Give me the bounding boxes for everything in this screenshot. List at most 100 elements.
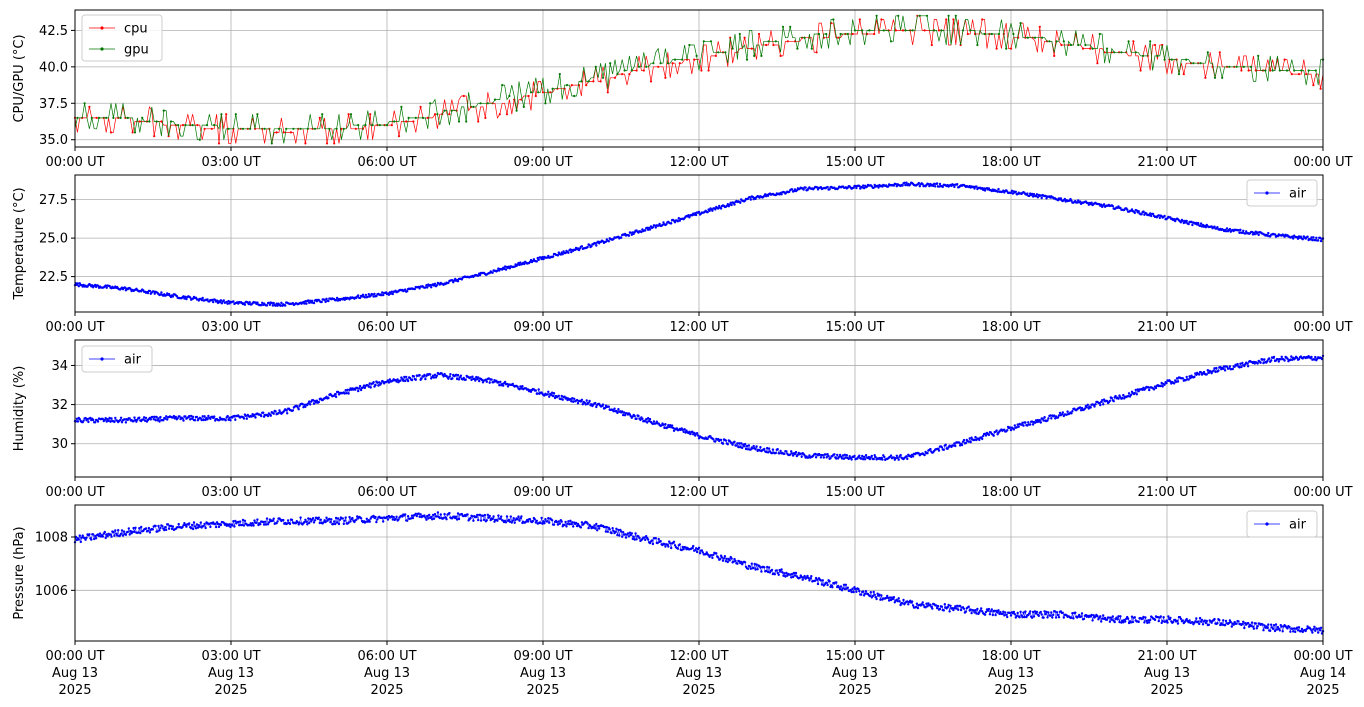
data-point bbox=[860, 457, 863, 460]
data-point bbox=[276, 304, 279, 307]
data-point bbox=[1317, 239, 1320, 242]
x-tick-label: 15:00 UT bbox=[825, 649, 884, 664]
data-point bbox=[905, 181, 908, 184]
data-point bbox=[833, 453, 836, 456]
data-point bbox=[1154, 386, 1158, 390]
data-point bbox=[1241, 622, 1244, 626]
data-point bbox=[1120, 621, 1123, 624]
data-point bbox=[819, 456, 823, 459]
data-point bbox=[1255, 627, 1259, 630]
data-point bbox=[551, 87, 554, 90]
data-point bbox=[542, 257, 545, 261]
data-point bbox=[1266, 626, 1269, 630]
data-point bbox=[253, 413, 256, 416]
data-point bbox=[827, 455, 830, 458]
data-point bbox=[557, 520, 560, 523]
x-tick-label: 18:00 UT bbox=[981, 155, 1040, 170]
legend-entry-cpu: cpu bbox=[89, 22, 148, 37]
data-point bbox=[1028, 194, 1031, 198]
data-point bbox=[359, 388, 363, 392]
x-tick-year: 2025 bbox=[1306, 683, 1339, 698]
data-point bbox=[652, 62, 655, 65]
data-point bbox=[403, 375, 406, 379]
data-point bbox=[121, 534, 125, 537]
data-point bbox=[749, 198, 752, 201]
data-point bbox=[1313, 358, 1316, 361]
data-point bbox=[372, 514, 375, 518]
data-point bbox=[1195, 617, 1198, 620]
data-point bbox=[533, 518, 536, 521]
data-point bbox=[790, 452, 794, 455]
data-point bbox=[1113, 620, 1116, 624]
data-point bbox=[617, 408, 620, 411]
data-point bbox=[288, 522, 292, 526]
data-point bbox=[549, 91, 552, 94]
data-point bbox=[1124, 620, 1127, 623]
data-point bbox=[789, 453, 792, 456]
data-point bbox=[162, 109, 165, 112]
data-point bbox=[745, 444, 749, 448]
data-point bbox=[1084, 43, 1087, 47]
data-point bbox=[220, 302, 224, 305]
data-point bbox=[419, 513, 422, 516]
data-point bbox=[567, 251, 570, 254]
legend-label: air bbox=[1289, 518, 1307, 533]
data-point bbox=[557, 394, 560, 397]
data-point bbox=[622, 411, 626, 414]
data-point bbox=[455, 518, 459, 521]
data-point bbox=[304, 300, 307, 303]
data-point bbox=[227, 418, 230, 421]
data-point bbox=[1051, 616, 1054, 619]
data-point bbox=[810, 47, 813, 50]
data-point bbox=[803, 36, 806, 39]
data-point bbox=[1009, 614, 1013, 617]
data-point bbox=[1091, 47, 1094, 50]
data-point bbox=[569, 398, 572, 401]
data-point bbox=[266, 523, 270, 526]
data-point bbox=[205, 124, 209, 127]
data-point bbox=[953, 607, 956, 610]
data-point bbox=[832, 18, 835, 21]
data-point bbox=[631, 537, 634, 541]
data-point bbox=[447, 281, 450, 285]
data-point bbox=[555, 520, 559, 524]
data-point bbox=[586, 522, 589, 525]
data-point bbox=[847, 457, 850, 461]
data-point bbox=[644, 538, 647, 542]
data-point bbox=[752, 566, 755, 570]
data-point bbox=[946, 605, 949, 609]
data-point bbox=[348, 515, 351, 519]
data-point bbox=[731, 443, 734, 446]
data-point bbox=[1031, 423, 1035, 426]
data-point bbox=[1046, 419, 1049, 422]
data-point bbox=[1231, 367, 1235, 371]
data-point bbox=[516, 385, 519, 388]
data-point bbox=[853, 29, 857, 32]
data-point bbox=[216, 522, 220, 526]
data-point bbox=[710, 554, 713, 557]
data-point bbox=[981, 18, 984, 21]
data-point bbox=[1070, 199, 1073, 202]
data-point bbox=[164, 526, 167, 529]
data-point bbox=[570, 84, 573, 87]
data-point bbox=[1049, 414, 1052, 417]
x-tick-year: 2025 bbox=[370, 683, 403, 698]
data-point bbox=[1015, 426, 1018, 429]
data-point bbox=[736, 562, 739, 565]
data-point bbox=[842, 457, 846, 460]
data-point bbox=[938, 607, 942, 611]
data-point bbox=[926, 452, 929, 455]
data-point bbox=[930, 605, 933, 608]
data-point bbox=[1254, 230, 1258, 233]
data-point bbox=[802, 188, 805, 191]
data-point bbox=[666, 543, 669, 546]
data-point bbox=[929, 603, 932, 606]
data-point bbox=[129, 529, 132, 533]
data-point bbox=[763, 447, 766, 451]
data-point bbox=[987, 607, 991, 611]
data-point bbox=[1219, 365, 1222, 369]
data-point bbox=[1314, 355, 1317, 359]
data-point bbox=[443, 109, 446, 112]
data-point bbox=[1262, 361, 1265, 365]
data-point bbox=[413, 287, 416, 291]
